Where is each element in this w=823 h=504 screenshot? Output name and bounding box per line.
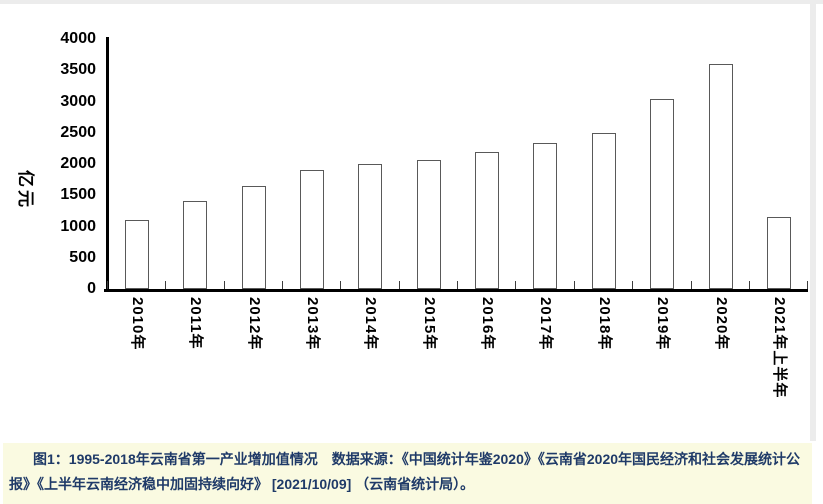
bar-2018年 <box>591 132 616 289</box>
page-top-border <box>0 0 823 4</box>
category-tick <box>632 281 634 289</box>
bar-2012年 <box>241 185 266 289</box>
bar-2014年 <box>358 164 383 289</box>
y-axis-tick-label: 0 <box>87 280 96 297</box>
y-axis-title: 亿元 <box>16 170 35 210</box>
y-axis-tick-label: 1000 <box>60 217 96 235</box>
bar-2011年 <box>183 200 208 289</box>
y-axis-tick-label: 4000 <box>60 30 96 47</box>
category-tick <box>807 281 809 289</box>
x-axis-label: 2014年 <box>362 297 380 351</box>
x-axis-label: 2015年 <box>420 297 438 351</box>
caption-line-1: 图1：1995-2018年云南省第一产业增加值情况 数据来源：《中国统计年鉴20… <box>33 451 801 467</box>
bar-2019年 <box>650 99 675 289</box>
y-axis-tick-label: 2000 <box>60 155 96 172</box>
bar-2010年 <box>125 220 150 289</box>
bar-2013年 <box>300 170 325 289</box>
bar-2017年 <box>533 142 558 289</box>
primary-industry-bar-chart: 亿元 0 500 1000 1500 2000 2500 3000 3500 4000 2010… <box>16 30 809 399</box>
category-tick <box>107 281 108 289</box>
category-tick <box>398 281 400 289</box>
category-tick <box>282 281 284 289</box>
category-tick <box>748 281 750 289</box>
bar-2020年 <box>708 64 733 289</box>
y-axis-tick-label: 2500 <box>60 123 96 141</box>
bar-2015年 <box>416 160 441 289</box>
x-axis-label: 2020年 <box>712 297 730 351</box>
bar-2016年 <box>475 151 500 289</box>
category-tick <box>165 281 167 289</box>
x-axis-label: 2017年 <box>537 297 555 351</box>
x-axis-label: 2019年 <box>654 297 672 351</box>
caption-line-2: 报》《上半年云南经济稳中加固持续向好》 [2021/10/09] （云南省统计局… <box>9 476 475 492</box>
x-axis-label: 2013年 <box>304 297 322 351</box>
category-tick <box>223 281 225 289</box>
category-tick <box>340 281 342 289</box>
category-tick <box>573 281 575 289</box>
y-axis-tick-label: 3500 <box>60 61 96 79</box>
page-right-border <box>810 4 816 441</box>
x-axis-label: 2021年上半年 <box>770 297 788 399</box>
category-tick <box>457 281 459 289</box>
y-axis-tick-label: 500 <box>69 248 96 266</box>
category-tick <box>690 281 692 289</box>
figure-caption: 图1：1995-2018年云南省第一产业增加值情况 数据来源：《中国统计年鉴20… <box>3 443 812 504</box>
y-axis-line <box>106 37 109 292</box>
x-axis-label: 2016年 <box>479 297 497 351</box>
x-axis-line <box>104 289 808 292</box>
y-axis-tick-label: 3000 <box>60 92 96 110</box>
y-axis-tick-label: 1500 <box>60 186 96 204</box>
x-axis-label: 2010年 <box>129 297 147 351</box>
x-axis-label: 2012年 <box>245 297 263 351</box>
x-axis-label: 2018年 <box>595 297 613 351</box>
category-tick <box>515 281 517 289</box>
bar-2021年上半年 <box>766 217 791 289</box>
x-axis-label: 2011年 <box>187 297 205 350</box>
